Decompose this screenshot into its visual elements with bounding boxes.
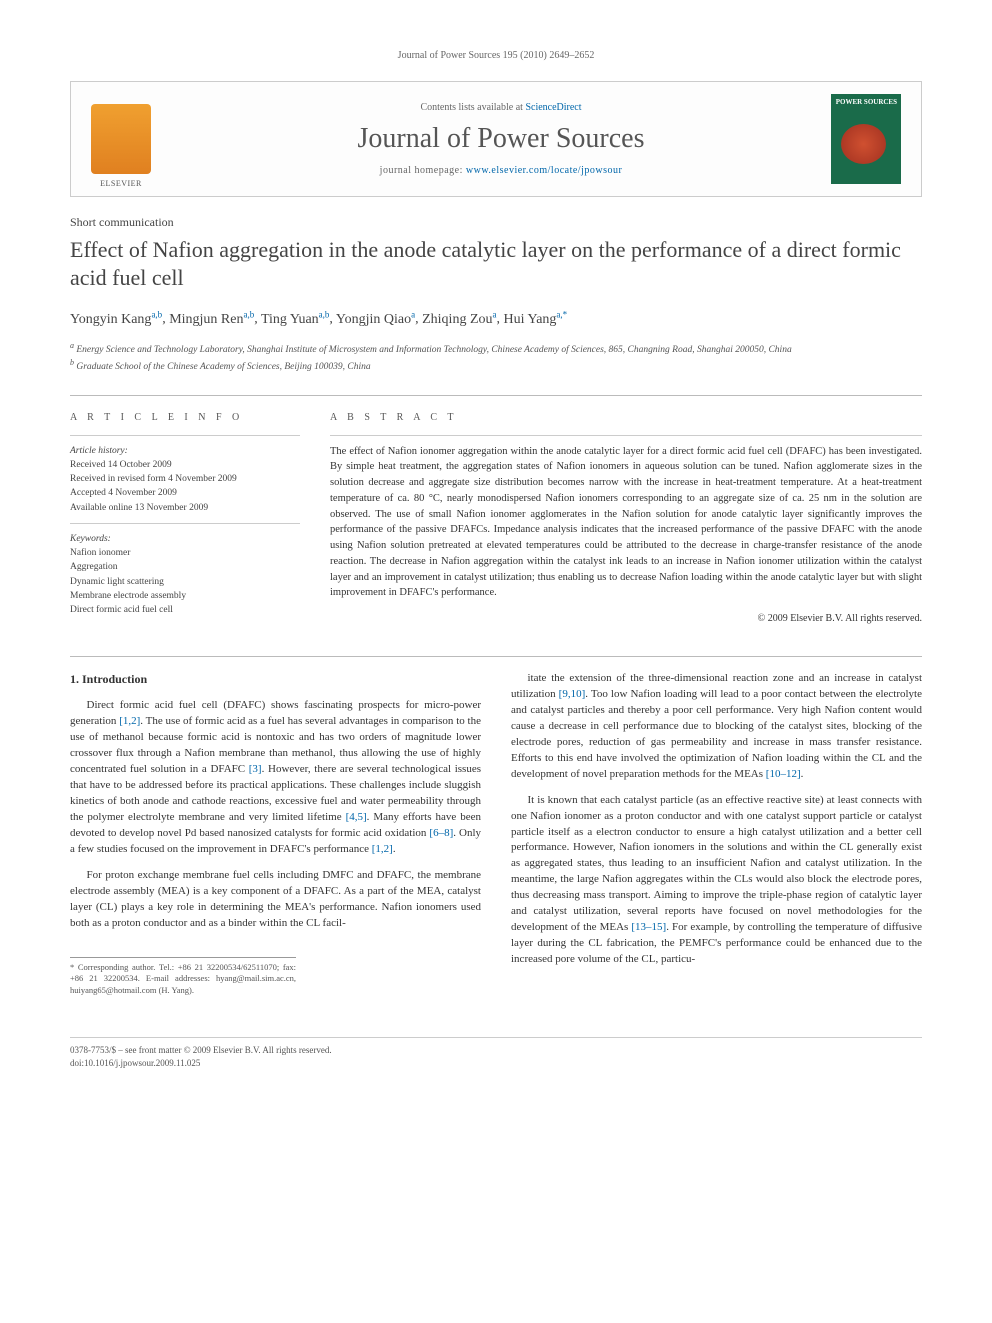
journal-header-box: Contents lists available at ScienceDirec… [70,81,922,197]
divider [70,395,922,396]
journal-cover-thumb: POWER SOURCES [831,94,901,184]
body-right-column: itate the extension of the three-dimensi… [511,671,922,997]
journal-title: Journal of Power Sources [171,123,831,155]
article-info-head: a r t i c l e i n f o [70,410,300,425]
citation-link[interactable]: [6–8] [429,827,453,839]
section-heading-intro: 1. Introduction [70,671,481,688]
keywords-list: Nafion ionomerAggregationDynamic light s… [70,546,300,617]
divider [70,656,922,657]
availability-line: Contents lists available at ScienceDirec… [171,102,831,113]
body-paragraph: itate the extension of the three-dimensi… [511,671,922,783]
author: Mingjun Rena,b [169,312,254,327]
author: Zhiqing Zoua [422,312,496,327]
footer-copyright: 0378-7753/$ – see front matter © 2009 El… [70,1044,922,1057]
abstract-copyright: © 2009 Elsevier B.V. All rights reserved… [330,611,922,626]
body-paragraph: Direct formic acid fuel cell (DFAFC) sho… [70,698,481,857]
keyword: Dynamic light scattering [70,575,300,589]
keyword: Nafion ionomer [70,546,300,560]
author: Hui Yanga,* [504,312,568,327]
history-line: Accepted 4 November 2009 [70,486,300,500]
author: Yongjin Qiaoa [336,312,415,327]
citation-link[interactable]: [1,2] [119,715,140,727]
citation-link[interactable]: [9,10] [559,688,586,700]
footer-doi: doi:10.1016/j.jpowsour.2009.11.025 [70,1057,922,1070]
homepage-link[interactable]: www.elsevier.com/locate/jpowsour [466,165,622,176]
homepage-prefix: journal homepage: [380,165,466,176]
citation-link[interactable]: [1,2] [372,843,393,855]
body-left-column: 1. Introduction Direct formic acid fuel … [70,671,481,997]
citation-link[interactable]: [13–15] [631,921,666,933]
divider [330,435,922,436]
author-list: Yongyin Kanga,b, Mingjun Rena,b, Ting Yu… [70,309,922,328]
author: Yongyin Kanga,b [70,312,162,327]
author: Ting Yuana,b [261,312,329,327]
keyword: Aggregation [70,560,300,574]
citation-link[interactable]: [3] [249,763,262,775]
keyword: Membrane electrode assembly [70,589,300,603]
sciencedirect-link[interactable]: ScienceDirect [525,102,581,113]
body-paragraph: It is known that each catalyst particle … [511,793,922,968]
history-line: Available online 13 November 2009 [70,501,300,515]
keyword: Direct formic acid fuel cell [70,603,300,617]
abstract-column: a b s t r a c t The effect of Nafion ion… [330,410,922,627]
corresponding-author-note: * Corresponding author. Tel.: +86 21 322… [70,957,296,998]
body-two-column: 1. Introduction Direct formic acid fuel … [70,671,922,997]
history-line: Received in revised form 4 November 2009 [70,472,300,486]
abstract-text: The effect of Nafion ionomer aggregation… [330,444,922,602]
body-paragraph: For proton exchange membrane fuel cells … [70,868,481,932]
affiliations: a Energy Science and Technology Laborato… [70,340,922,375]
article-title: Effect of Nafion aggregation in the anod… [70,236,922,291]
divider [70,435,300,436]
running-head: Journal of Power Sources 195 (2010) 2649… [70,50,922,61]
avail-prefix: Contents lists available at [420,102,525,113]
homepage-line: journal homepage: www.elsevier.com/locat… [171,165,831,176]
article-type: Short communication [70,215,922,230]
history-line: Received 14 October 2009 [70,458,300,472]
citation-link[interactable]: [4,5] [346,811,367,823]
abstract-head: a b s t r a c t [330,410,922,425]
article-info-column: a r t i c l e i n f o Article history: R… [70,410,300,627]
citation-link[interactable]: [10–12] [766,768,801,780]
article-history: Received 14 October 2009Received in revi… [70,458,300,515]
history-head: Article history: [70,444,300,458]
page-footer: 0378-7753/$ – see front matter © 2009 El… [70,1037,922,1069]
divider [70,523,300,524]
affiliation: b Graduate School of the Chinese Academy… [70,357,922,374]
keywords-head: Keywords: [70,532,300,546]
elsevier-logo [91,104,151,174]
affiliation: a Energy Science and Technology Laborato… [70,340,922,357]
